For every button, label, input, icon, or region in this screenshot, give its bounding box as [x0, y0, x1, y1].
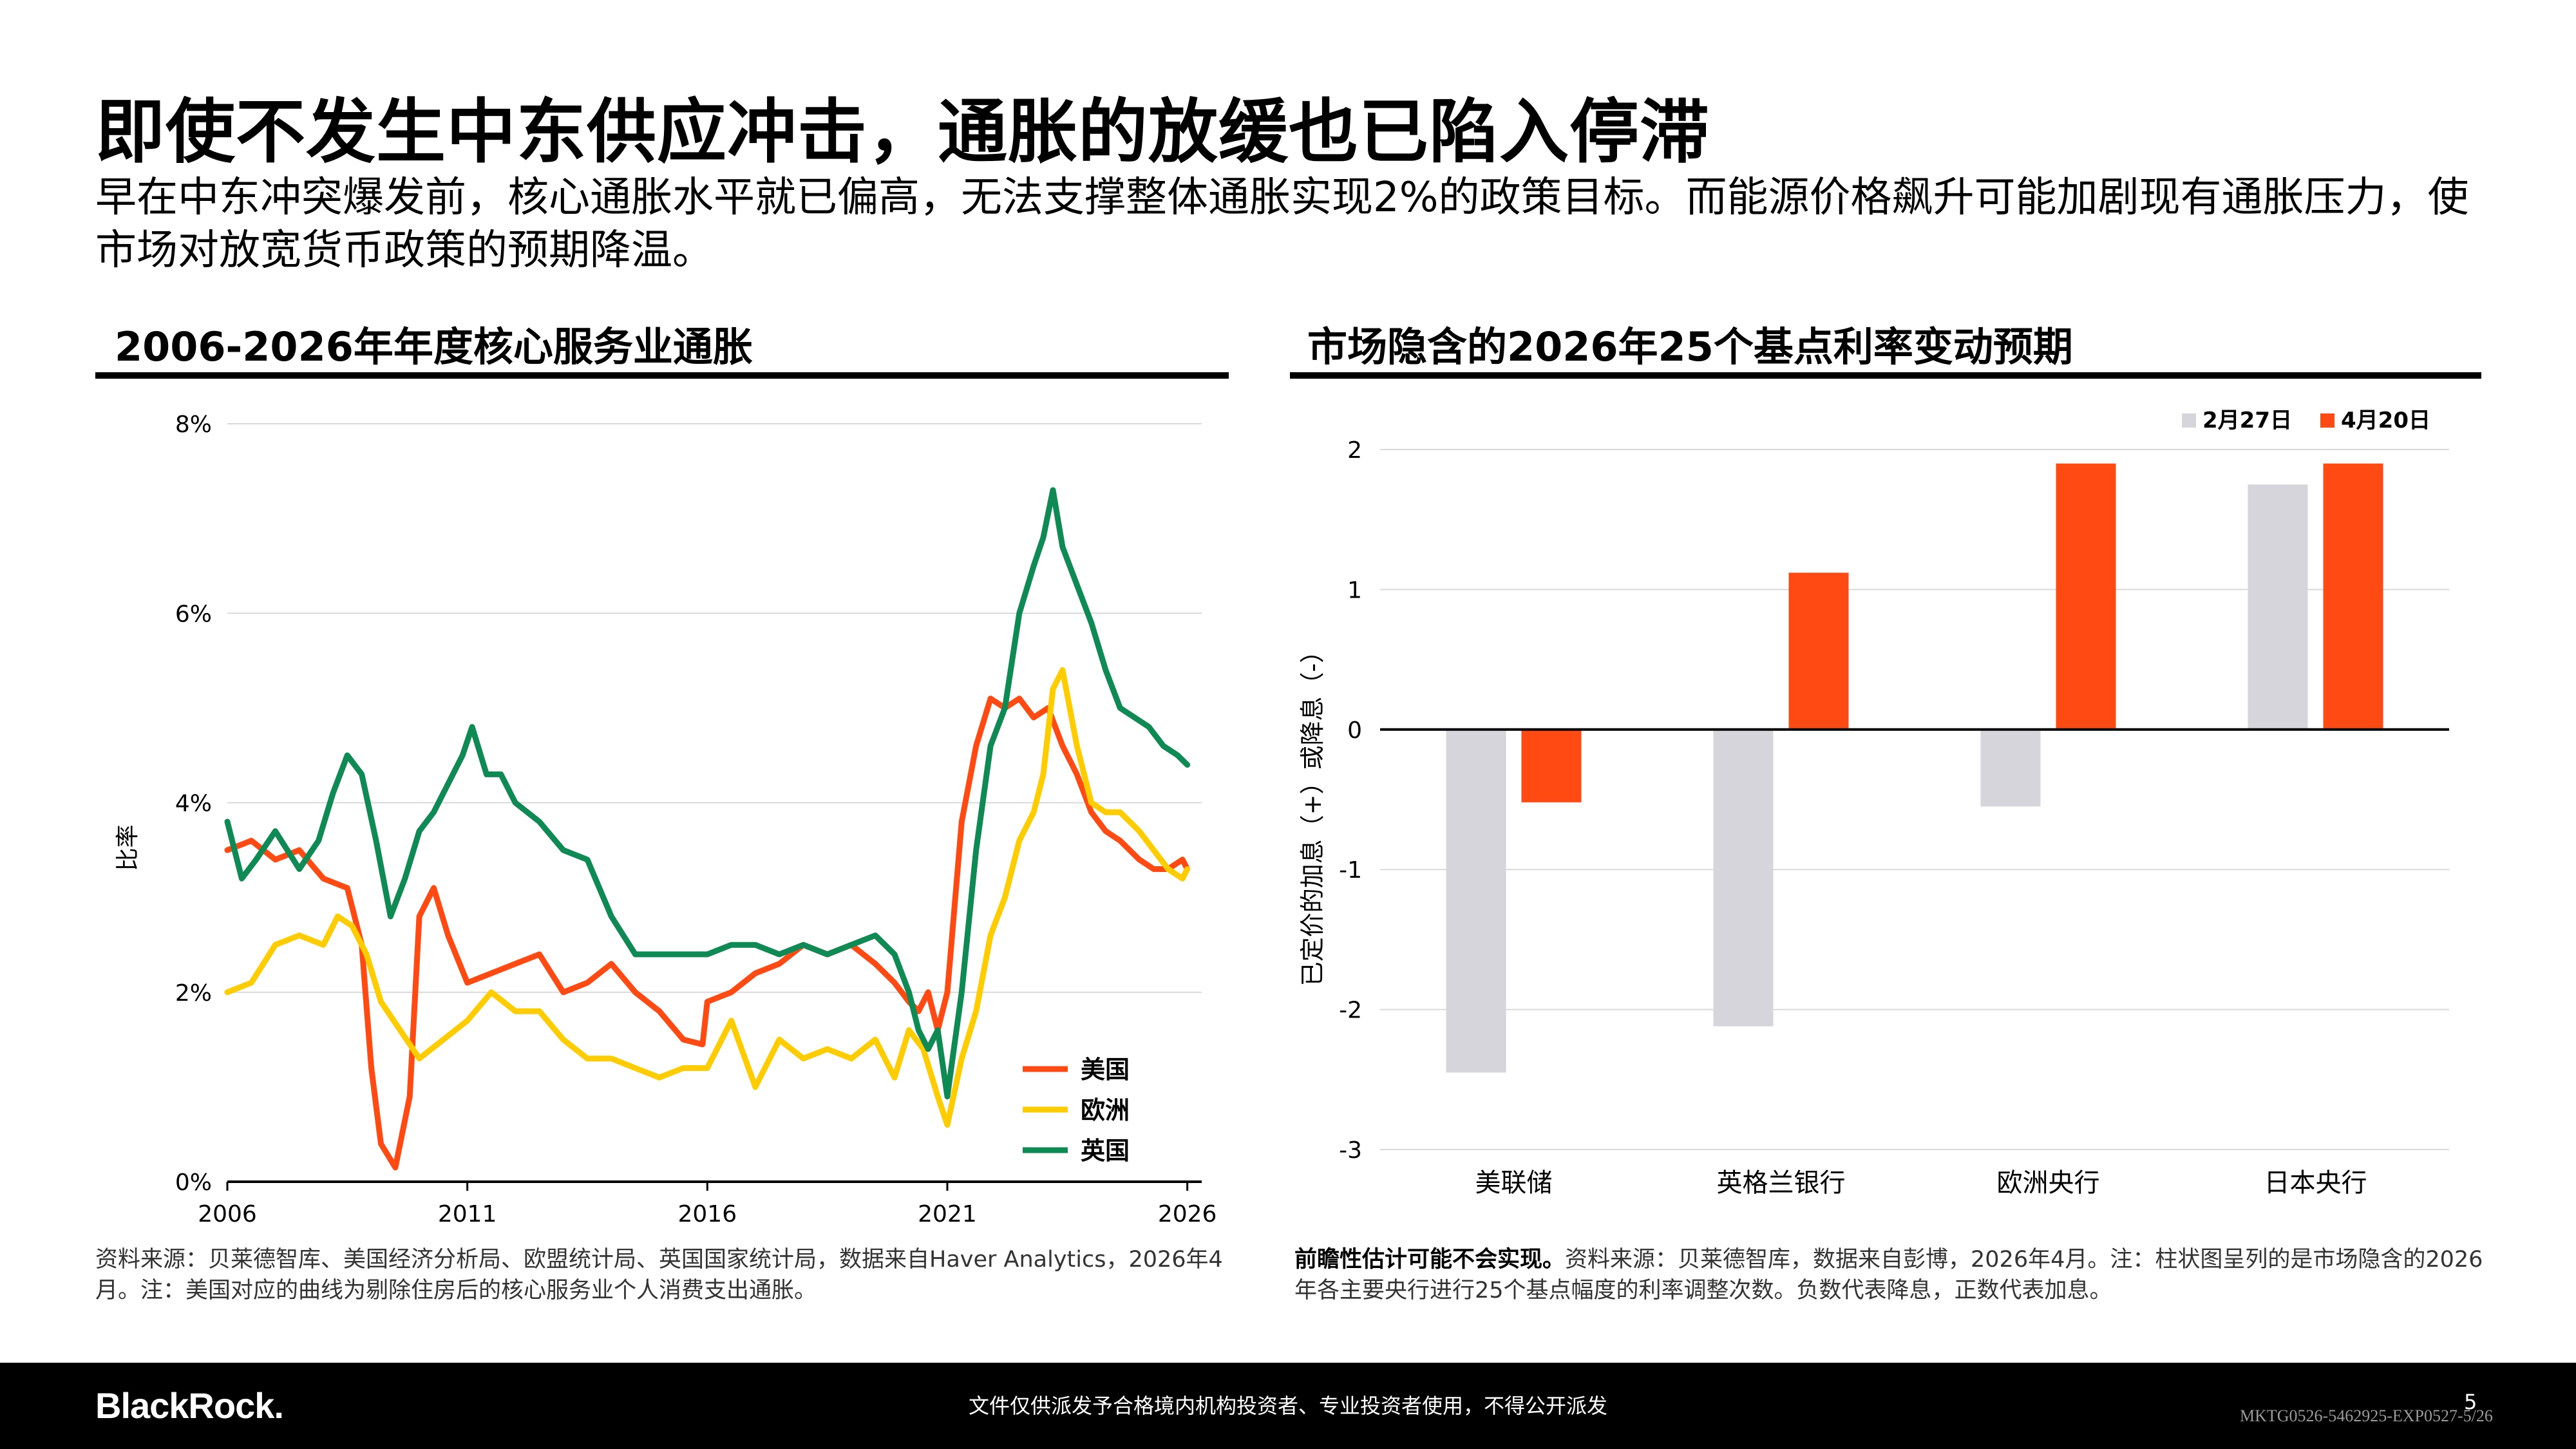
document-code: MKTG0526-5462925-EXP0527-5/26 — [2240, 1406, 2493, 1425]
y-tick-label: 2% — [175, 980, 212, 1007]
y-axis-label: 比率 — [115, 824, 141, 871]
y-tick-label: 0 — [1347, 717, 1362, 744]
right-chart-note-text: 资料来源：贝莱德智库，数据来自彭博，2026年4月。注：柱状图呈列的是市场隐含的… — [1294, 1247, 2483, 1303]
right-chart-note: 前瞻性估计可能不会实现。资料来源：贝莱德智库，数据来自彭博，2026年4月。注：… — [1294, 1244, 2492, 1306]
legend-label: 2月27日 — [2202, 408, 2292, 433]
y-tick-label: 1 — [1347, 577, 1362, 603]
x-category-label: 欧洲央行 — [1997, 1168, 2100, 1198]
y-axis-label: 已定价的加息（+）或降息（-） — [1298, 639, 1327, 987]
legend-swatch — [2320, 413, 2334, 428]
series-line — [224, 696, 1191, 1171]
x-category-label: 英格兰银行 — [1717, 1168, 1846, 1198]
x-category-label: 美联储 — [1475, 1168, 1553, 1198]
right-title-rule — [1290, 372, 2481, 379]
y-tick-label: 0% — [175, 1170, 212, 1196]
bar — [1980, 729, 2041, 807]
y-tick-label: 4% — [175, 791, 212, 817]
series-line — [224, 487, 1191, 1100]
x-tick-label: 2011 — [438, 1201, 497, 1227]
bar — [2056, 463, 2116, 730]
bar — [1446, 729, 1506, 1073]
page-number: 5 — [2464, 1390, 2477, 1414]
bar — [1788, 573, 1849, 730]
x-tick-label: 2026 — [1158, 1201, 1217, 1227]
right-chart-note-bold: 前瞻性估计可能不会实现。 — [1294, 1247, 1566, 1273]
page-subtitle: 早在中东冲突爆发前，核心通胀水平就已偏高，无法支撑整体通胀实现2%的政策目标。而… — [95, 174, 2469, 274]
y-tick-label: -2 — [1339, 998, 1362, 1024]
y-tick-label: -1 — [1339, 857, 1362, 884]
left-chart-title: 2006-2026年年度核心服务业通胀 — [115, 323, 753, 370]
y-tick-label: 6% — [175, 601, 212, 627]
right-chart-title: 市场隐含的2026年25个基点利率变动预期 — [1307, 323, 2073, 370]
legend-label: 4月20日 — [2341, 408, 2430, 433]
y-tick-label: 8% — [175, 412, 212, 438]
bar — [1521, 729, 1582, 802]
bar — [1713, 729, 1774, 1027]
legend-label: 英国 — [1081, 1137, 1130, 1165]
bar — [2248, 484, 2308, 730]
legend-swatch — [2182, 413, 2196, 428]
x-tick-label: 2006 — [198, 1201, 257, 1227]
series-line — [224, 667, 1191, 1128]
x-tick-label: 2016 — [678, 1201, 737, 1227]
x-category-label: 日本央行 — [2264, 1168, 2367, 1198]
page-title: 即使不发生中东供应冲击，通胀的放缓也已陷入停滞 — [95, 92, 1710, 173]
left-title-rule — [95, 372, 1229, 379]
x-tick-label: 2021 — [918, 1201, 977, 1227]
legend-label: 欧洲 — [1081, 1096, 1130, 1124]
left-chart-note: 资料来源：贝莱德智库、美国经济分析局、欧盟统计局、英国国家统计局，数据来自Hav… — [95, 1247, 1223, 1303]
footer-disclaimer: 文件仅供派发予合格境内机构投资者、专业投资者使用，不得公开派发 — [968, 1394, 1607, 1418]
y-tick-label: -3 — [1339, 1137, 1362, 1164]
rate-change-expectations-bar-chart: -3 -2 -1 0 1 2 美联储 英格兰银行 欧洲央行 日本央行 已定价的加息（+）或降息（-）… — [1298, 408, 2449, 1198]
blackrock-logo: BlackRock. — [95, 1385, 284, 1426]
y-tick-label: 2 — [1347, 437, 1362, 464]
bar — [2323, 463, 2383, 730]
legend-label: 美国 — [1081, 1056, 1130, 1084]
footer-bar — [0, 1363, 2576, 1449]
